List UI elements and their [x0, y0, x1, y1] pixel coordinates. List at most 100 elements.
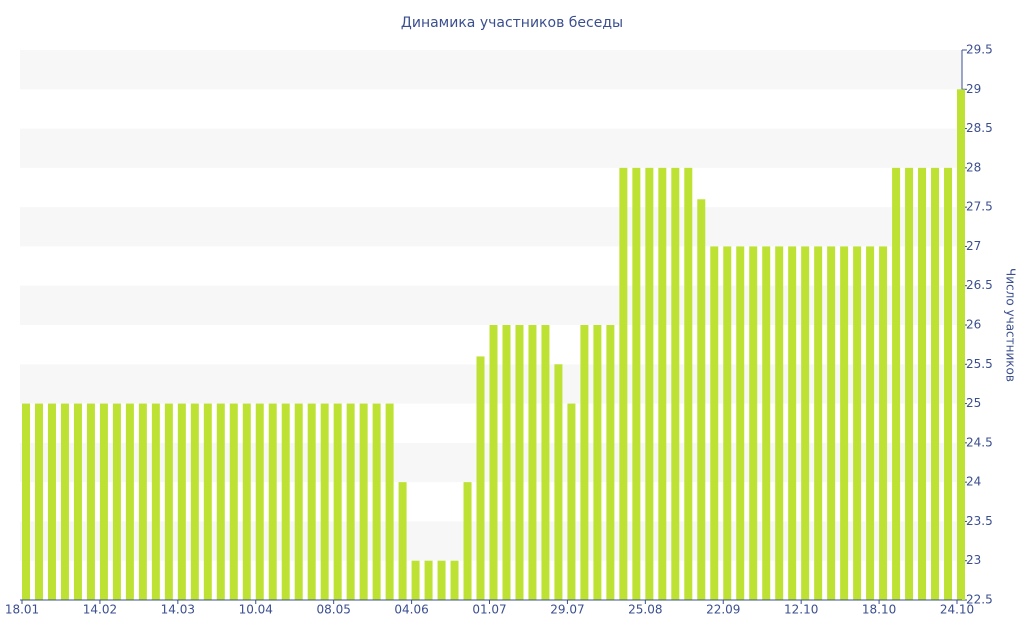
bar [684, 167, 693, 600]
bar [372, 403, 381, 600]
bar [879, 246, 888, 600]
bar [658, 167, 667, 600]
bar [489, 325, 498, 600]
x-tick-label: 22.09 [706, 603, 740, 617]
y-tick-label: 27.5 [966, 200, 993, 214]
y-tick-label: 25 [966, 396, 981, 410]
bar [359, 403, 368, 600]
x-tick-label: 08.05 [316, 603, 350, 617]
bar [424, 560, 433, 600]
bar [541, 325, 550, 600]
bar [892, 167, 901, 600]
bar [632, 167, 641, 600]
bar [580, 325, 589, 600]
bar [840, 246, 849, 600]
bar [22, 403, 30, 600]
x-tick-label: 29.07 [550, 603, 584, 617]
bar [567, 403, 576, 600]
y-tick-label: 28.5 [966, 121, 993, 135]
bar [619, 167, 628, 600]
x-tick-label: 14.03 [161, 603, 195, 617]
y-tick-label: 24 [966, 475, 981, 489]
bar [463, 482, 472, 600]
bar [398, 482, 407, 600]
y-tick-label: 22.5 [966, 593, 993, 607]
y-tick-label: 23.5 [966, 514, 993, 528]
y-tick-label: 26 [966, 318, 981, 332]
bar [281, 403, 290, 600]
bar [255, 403, 264, 600]
bar [34, 403, 43, 600]
chart-title: Динамика участников беседы [401, 15, 623, 31]
bar [190, 403, 199, 600]
bar [515, 325, 524, 600]
x-tick-label: 18.10 [862, 603, 896, 617]
bar [294, 403, 303, 600]
bar [125, 403, 134, 600]
bar [671, 167, 680, 600]
bar [905, 167, 914, 600]
bar [710, 246, 719, 600]
x-tick-label: 25.08 [628, 603, 662, 617]
bar [697, 199, 706, 601]
bar [177, 403, 186, 600]
y-tick-label: 27 [966, 239, 981, 253]
bar [47, 403, 56, 600]
bar [229, 403, 238, 600]
bar [554, 364, 563, 600]
bar [333, 403, 342, 600]
bar [775, 246, 784, 600]
bar [307, 403, 316, 600]
bar [957, 89, 965, 601]
x-tick-label: 12.10 [784, 603, 818, 617]
bar [216, 403, 225, 600]
bar [138, 403, 147, 600]
bar [450, 560, 459, 600]
bar [723, 246, 732, 600]
x-tick-label: 04.06 [394, 603, 428, 617]
bar [645, 167, 654, 600]
bar [502, 325, 511, 600]
bar [528, 325, 537, 600]
bar [814, 246, 823, 600]
y-tick-label: 28 [966, 160, 981, 174]
bar [385, 403, 394, 600]
y-tick-label: 29 [966, 82, 981, 96]
bar [944, 167, 953, 600]
bar [606, 325, 615, 600]
bar [268, 403, 277, 600]
bar [151, 403, 160, 600]
bar [242, 403, 251, 600]
x-tick-label: 01.07 [472, 603, 506, 617]
bar [762, 246, 771, 600]
bar [801, 246, 810, 600]
grid-band [20, 128, 962, 168]
bar [853, 246, 862, 600]
bar [320, 403, 329, 600]
y-axis-label: Число участников [1004, 268, 1018, 382]
bar [86, 403, 95, 600]
y-tick-label: 25.5 [966, 357, 993, 371]
x-tick-label: 18.01 [5, 603, 39, 617]
x-tick-label: 24.10 [940, 603, 974, 617]
bar [437, 560, 446, 600]
grid-band [20, 207, 962, 247]
bar [411, 560, 420, 600]
bar [749, 246, 758, 600]
bar [476, 356, 485, 600]
bar [164, 403, 173, 600]
grid-band [20, 50, 962, 90]
x-tick-label: 14.02 [83, 603, 117, 617]
bar [866, 246, 875, 600]
y-tick-label: 26.5 [966, 278, 993, 292]
bar [593, 325, 602, 600]
bar [827, 246, 836, 600]
bar [346, 403, 355, 600]
y-tick-label: 29.5 [966, 43, 993, 57]
bar [736, 246, 745, 600]
bar [112, 403, 121, 600]
y-tick-label: 24.5 [966, 435, 993, 449]
bar [931, 167, 940, 600]
bar [73, 403, 82, 600]
